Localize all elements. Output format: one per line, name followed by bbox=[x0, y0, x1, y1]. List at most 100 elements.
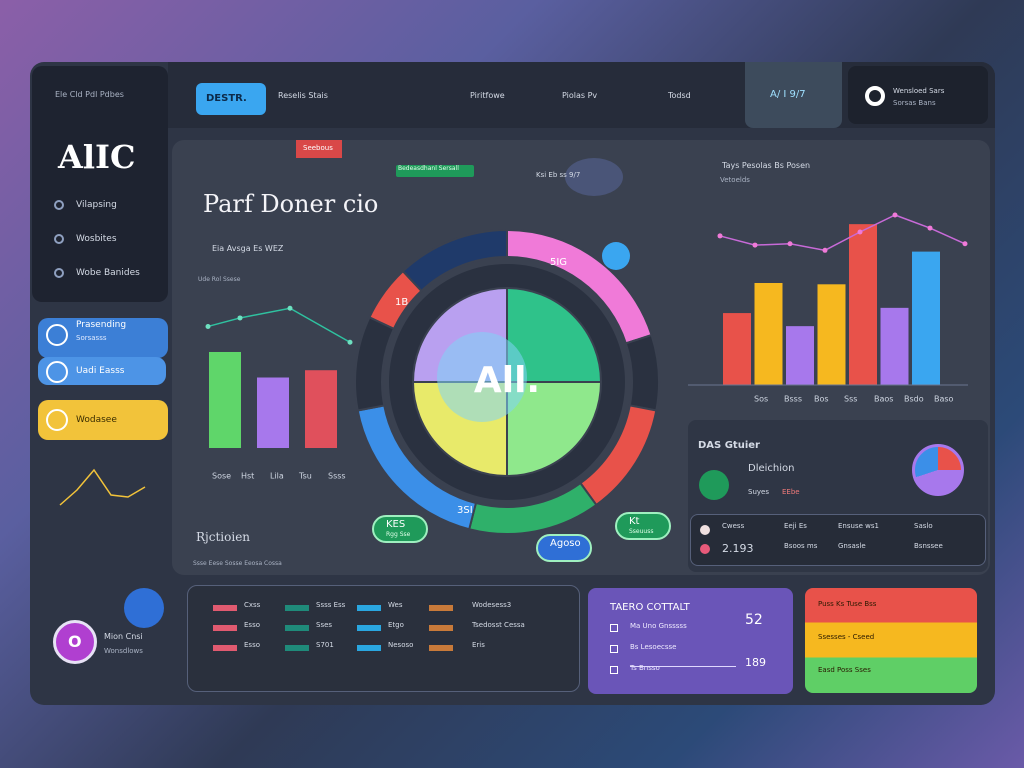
status-item[interactable]: Ssesses - Cseed bbox=[818, 633, 875, 641]
swatch bbox=[285, 605, 309, 611]
status-card bbox=[805, 588, 977, 693]
avatar-initial: O bbox=[68, 632, 82, 651]
kpi: Ksi Eb ss 9/7 bbox=[536, 171, 581, 179]
nav-item[interactable]: Wobe Banides bbox=[76, 268, 140, 278]
status-item[interactable]: Easd Poss Sses bbox=[818, 666, 871, 674]
sidebar-caption: Ele Cld Pdl Pdbes bbox=[55, 90, 124, 99]
swatch bbox=[285, 625, 309, 631]
status-label: Bedeasdhanl Sersall bbox=[398, 165, 459, 172]
profile-role: Sorsas Bans bbox=[893, 99, 936, 107]
badge-title[interactable]: Kt bbox=[629, 516, 640, 527]
header-tab[interactable]: Todsd bbox=[668, 91, 691, 100]
status-item[interactable]: Puss Ks Tuse Bss bbox=[818, 600, 877, 608]
table-cell: Wodesess3 bbox=[472, 601, 512, 609]
chart-subtitle: Vetoelds bbox=[720, 176, 750, 184]
summary-card bbox=[588, 588, 793, 694]
summary-value: 52 bbox=[745, 612, 763, 628]
active-tab-bg[interactable] bbox=[745, 62, 842, 128]
section-subtitle: Ssse Eese Sosse Eeosa Cossa bbox=[193, 560, 282, 567]
detail-icon bbox=[699, 470, 729, 500]
status-tag bbox=[396, 165, 474, 177]
avatar bbox=[53, 620, 97, 664]
tag bbox=[296, 140, 342, 158]
swatch bbox=[357, 625, 381, 631]
detail-cell: Cwess bbox=[722, 522, 745, 530]
swatch bbox=[213, 625, 237, 631]
main-title: Parf Doner cio bbox=[203, 190, 379, 218]
summary-row: Bs Lesoecsse bbox=[630, 643, 677, 651]
card-subtitle: Sorsasss bbox=[76, 334, 107, 342]
detail-cell: 2.193 bbox=[722, 542, 754, 555]
detail-title: DAS Gtuier bbox=[698, 440, 760, 451]
swatch bbox=[213, 605, 237, 611]
swatch bbox=[429, 625, 453, 631]
nav-icon[interactable] bbox=[54, 234, 64, 244]
summary-title: TAERO COTTALT bbox=[610, 602, 690, 613]
kpi-bubble bbox=[565, 158, 623, 196]
table-cell: Wes bbox=[388, 601, 403, 609]
badge[interactable] bbox=[615, 512, 671, 540]
detail-subtitle: Dleichion bbox=[748, 463, 795, 474]
summary-value: 189 bbox=[745, 656, 766, 669]
header-tab[interactable]: Reselis Stais bbox=[278, 91, 328, 100]
swatch bbox=[429, 605, 453, 611]
summary-row: Ts Bnsso bbox=[630, 664, 660, 672]
nav-icon[interactable] bbox=[54, 268, 64, 278]
swatch bbox=[429, 645, 453, 651]
summary-mark bbox=[610, 624, 618, 632]
table-cell: Eris bbox=[472, 641, 485, 649]
card-title[interactable]: Uadi Easss bbox=[76, 366, 125, 376]
nav-item[interactable]: Vilapsing bbox=[76, 200, 117, 210]
detail-cell: Gnsasle bbox=[838, 542, 866, 550]
logo: AlIC bbox=[58, 138, 136, 176]
detail-cell: Ensuse ws1 bbox=[838, 522, 879, 530]
section-title: Rjctioien bbox=[196, 530, 251, 544]
table-cell: Tsedosst Cessa bbox=[472, 621, 525, 629]
user-name: Mion Cnsi bbox=[104, 632, 143, 641]
table-cell: Esso bbox=[244, 621, 260, 629]
header-tab[interactable]: Piolas Pv bbox=[562, 91, 598, 100]
detail-cell: Bsnssee bbox=[914, 542, 943, 550]
swatch bbox=[357, 605, 381, 611]
card-icon bbox=[46, 361, 68, 383]
header-button[interactable] bbox=[196, 83, 266, 115]
detail-cell: Bsoos ms bbox=[784, 542, 818, 550]
user-role: Wonsdlows bbox=[104, 647, 143, 655]
table-cell: S701 bbox=[316, 641, 334, 649]
table-cell: Etgo bbox=[388, 621, 404, 629]
badge[interactable] bbox=[372, 515, 428, 543]
card-title[interactable]: Wodasee bbox=[76, 415, 117, 425]
detail-meta: EEbe bbox=[782, 488, 800, 496]
profile-icon bbox=[865, 86, 885, 106]
card-icon bbox=[46, 324, 68, 346]
summary-mark bbox=[610, 645, 618, 653]
profile-name: Wensloed Sars bbox=[893, 87, 945, 95]
chart-subtitle: Ude Rol Ssese bbox=[198, 276, 241, 283]
table-panel bbox=[187, 585, 580, 692]
app-icon bbox=[124, 588, 164, 628]
swatch bbox=[285, 645, 309, 651]
sidebar bbox=[32, 66, 168, 302]
table-cell: Sses bbox=[316, 621, 333, 629]
badge[interactable] bbox=[536, 534, 592, 562]
badge-title[interactable]: KES bbox=[386, 519, 406, 530]
badge-title[interactable]: Agoso bbox=[550, 538, 581, 549]
detail-meta: Suyes bbox=[748, 488, 769, 496]
detail-ring bbox=[912, 444, 964, 496]
chart-title: Eia Avsga Es WEZ bbox=[212, 244, 284, 253]
header-button-label[interactable]: DESTR. bbox=[206, 93, 247, 104]
row-dot bbox=[700, 525, 710, 535]
badge-subtitle: Rgg Sse bbox=[386, 531, 411, 538]
card-title[interactable]: Prasending bbox=[76, 320, 127, 330]
nav-icon[interactable] bbox=[54, 200, 64, 210]
badge-subtitle: Sseuuss bbox=[629, 528, 654, 535]
table-cell: Ssss Ess bbox=[316, 601, 346, 609]
card-icon bbox=[46, 409, 68, 431]
swatch bbox=[213, 645, 237, 651]
header-tab[interactable]: Piritfowe bbox=[470, 91, 505, 100]
table-cell: Esso bbox=[244, 641, 260, 649]
summary-mark bbox=[610, 666, 618, 674]
nav-item[interactable]: Wosbites bbox=[76, 234, 117, 244]
active-tab[interactable]: A/ I 9/7 bbox=[770, 89, 806, 100]
